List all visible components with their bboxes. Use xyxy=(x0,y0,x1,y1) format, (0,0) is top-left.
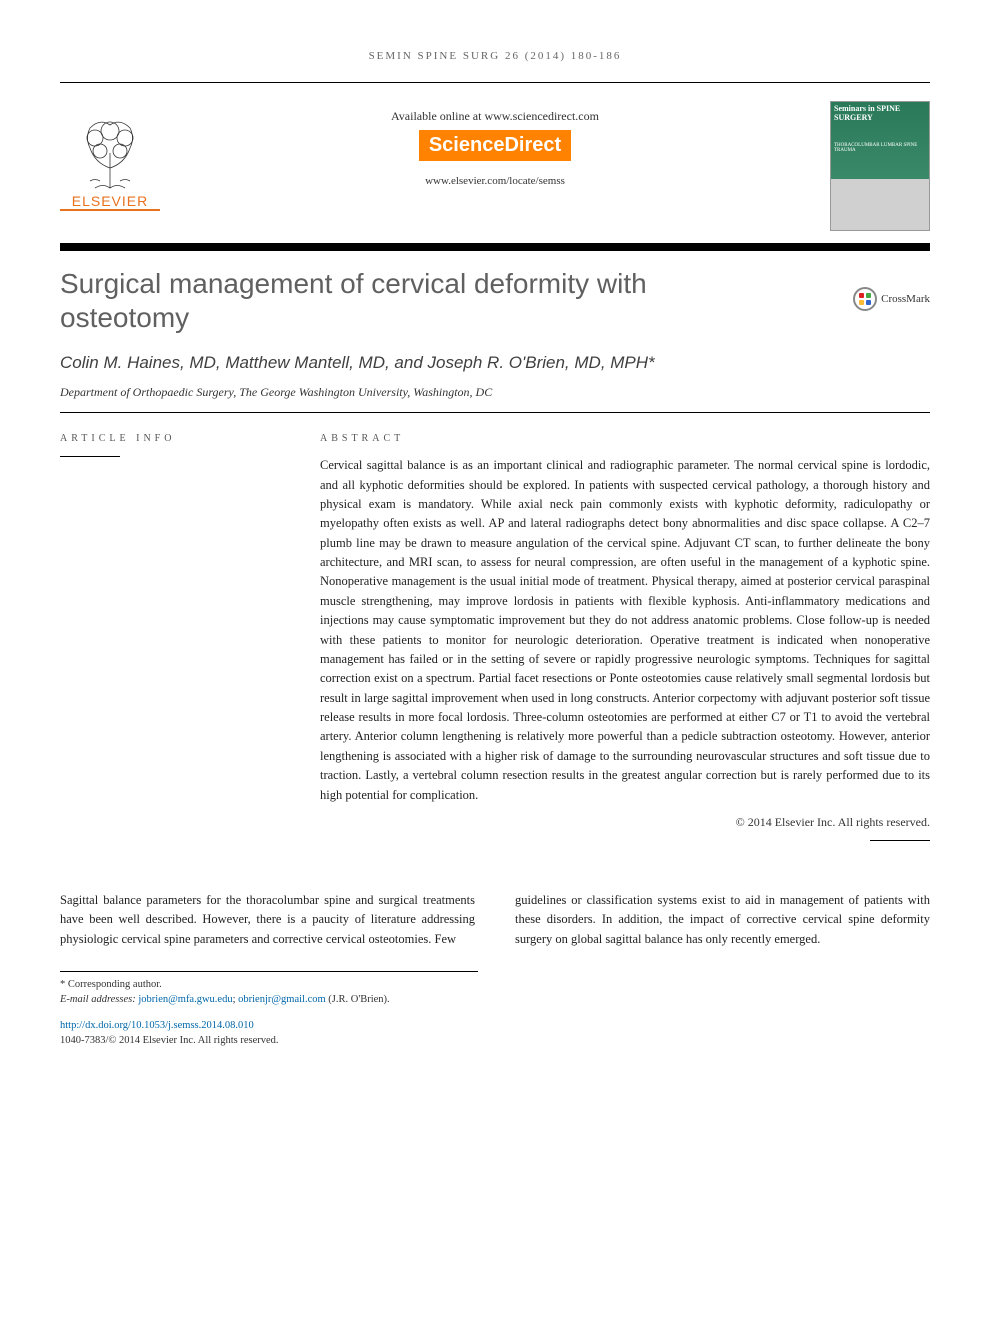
article-title: Surgical management of cervical deformit… xyxy=(60,267,710,334)
elsevier-tree-icon xyxy=(65,113,155,193)
email-link-1[interactable]: jobrien@mfa.gwu.edu xyxy=(138,994,232,1005)
article-info-column: ARTICLE INFO xyxy=(60,433,270,841)
crossmark-label: CrossMark xyxy=(881,293,930,305)
rule-above-meta xyxy=(60,412,930,413)
doi-link[interactable]: http://dx.doi.org/10.1053/j.semss.2014.0… xyxy=(60,1019,930,1034)
elsevier-text: ELSEVIER xyxy=(72,193,148,209)
affiliation: Department of Orthopaedic Surgery, The G… xyxy=(60,385,930,400)
crossmark-badge[interactable]: CrossMark xyxy=(853,287,930,311)
email-link-2[interactable]: obrienjr@gmail.com xyxy=(238,994,326,1005)
header-block: ELSEVIER Available online at www.science… xyxy=(60,101,930,231)
header-center: Available online at www.sciencedirect.co… xyxy=(180,101,810,187)
email-label: E-mail addresses: xyxy=(60,994,138,1005)
elsevier-logo[interactable]: ELSEVIER xyxy=(60,101,160,211)
abstract-text: Cervical sagittal balance is as an impor… xyxy=(320,456,930,805)
email-line: E-mail addresses: jobrien@mfa.gwu.edu; o… xyxy=(60,993,478,1008)
email-name: (J.R. O'Brien). xyxy=(326,994,390,1005)
article-info-label: ARTICLE INFO xyxy=(60,433,270,444)
abstract-column: ABSTRACT Cervical sagittal balance is as… xyxy=(320,433,930,841)
black-separator-bar xyxy=(60,243,930,251)
short-rule-left xyxy=(60,456,120,457)
running-head: SEMIN SPINE SURG 26 (2014) 180-186 xyxy=(60,50,930,62)
short-rule-right xyxy=(870,840,930,841)
authors: Colin M. Haines, MD, Matthew Mantell, MD… xyxy=(60,352,930,375)
body-column-2: guidelines or classification systems exi… xyxy=(515,891,930,949)
footnotes: * Corresponding author. E-mail addresses… xyxy=(60,971,478,1007)
cover-subtitle: THORACOLUMBAR LUMBAR SPINE TRAUMA xyxy=(834,143,926,153)
corresponding-author-note: * Corresponding author. xyxy=(60,978,478,993)
doi-block: http://dx.doi.org/10.1053/j.semss.2014.0… xyxy=(60,1019,930,1048)
copyright-line: © 2014 Elsevier Inc. All rights reserved… xyxy=(320,815,930,830)
available-online-text: Available online at www.sciencedirect.co… xyxy=(180,109,810,124)
issn-copyright: 1040-7383/© 2014 Elsevier Inc. All right… xyxy=(60,1034,930,1049)
body-text: Sagittal balance parameters for the thor… xyxy=(60,891,930,949)
cover-title: Seminars in SPINE SURGERY xyxy=(834,105,926,123)
sciencedirect-logo[interactable]: ScienceDirect xyxy=(419,130,571,161)
abstract-label: ABSTRACT xyxy=(320,433,930,444)
journal-url[interactable]: www.elsevier.com/locate/semss xyxy=(180,175,810,187)
top-rule xyxy=(60,82,930,83)
crossmark-icon xyxy=(853,287,877,311)
body-column-1: Sagittal balance parameters for the thor… xyxy=(60,891,475,949)
journal-cover-thumbnail[interactable]: Seminars in SPINE SURGERY THORACOLUMBAR … xyxy=(830,101,930,231)
